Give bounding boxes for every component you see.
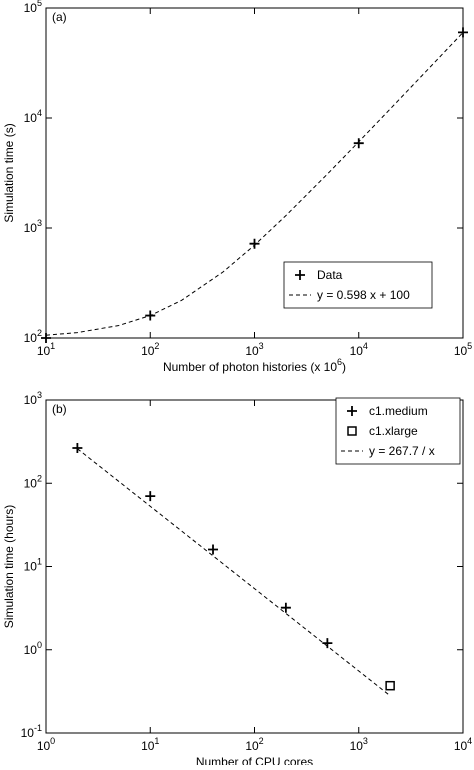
- legend-box: [283, 261, 433, 309]
- marker-plus: [72, 443, 83, 454]
- x-axis-label-text: Number of CPU cores: [196, 755, 313, 765]
- legend-label: y = 0.598 x + 100: [317, 288, 410, 302]
- y-tick-label-base: 10: [24, 476, 38, 490]
- y-tick-label: 102: [24, 328, 42, 345]
- y-tick-label-base: 10: [24, 643, 38, 657]
- x-tick-label: 102: [141, 341, 159, 358]
- x-tick-label-exp: 4: [467, 736, 472, 746]
- legend-label: Data: [317, 268, 343, 282]
- marker-plus: [280, 602, 291, 613]
- x-tick-label-base: 10: [37, 344, 51, 358]
- marker-plus: [458, 27, 468, 38]
- x-axis-label-exp: 6: [337, 357, 342, 367]
- marker-plus: [249, 238, 260, 249]
- x-tick-label-base: 10: [245, 739, 259, 753]
- y-tick-label: 100: [24, 640, 42, 657]
- x-tick-label-base: 10: [141, 739, 155, 753]
- y-tick-label-exp: 3: [37, 218, 42, 228]
- y-tick-label-exp: 1: [37, 557, 42, 567]
- x-axis-label: Number of photon histories (x 106): [163, 357, 346, 374]
- y-tick-label: 103: [24, 218, 42, 235]
- marker-plus: [295, 270, 305, 280]
- y-axis-label: Simulation time (hours): [2, 505, 16, 628]
- panel-label: (b): [52, 402, 67, 416]
- y-tick-label-base: 10: [24, 1, 38, 15]
- x-tick-label: 101: [37, 341, 55, 358]
- x-tick-label-exp: 1: [154, 736, 159, 746]
- x-tick-label: 105: [454, 341, 472, 358]
- x-tick-label-base: 10: [454, 739, 468, 753]
- x-tick-label-base: 10: [245, 344, 259, 358]
- y-tick-label-base: 10: [24, 111, 38, 125]
- y-tick-label: 104: [24, 108, 42, 125]
- y-tick-label-base: 10: [24, 560, 38, 574]
- y-tick-label-exp: 2: [37, 328, 42, 338]
- y-tick-label-base: 10: [24, 331, 38, 345]
- x-tick-label-exp: 3: [259, 341, 264, 351]
- y-tick-label-base: 10: [24, 393, 38, 407]
- x-tick-label-exp: 0: [50, 736, 55, 746]
- fit-line: [45, 32, 464, 336]
- x-tick-label: 102: [245, 736, 263, 753]
- chart: 100 101 102 103 10410-1100101102103(b)Number…: [2, 390, 472, 769]
- x-axis-label: Number of CPU cores: [196, 755, 313, 765]
- x-tick-label: 101: [141, 736, 159, 753]
- x-tick-label-exp: 1: [50, 341, 55, 351]
- y-tick-label-exp: 4: [37, 108, 42, 118]
- y-tick-label-base: 10: [21, 726, 35, 740]
- panel-label: (a): [52, 10, 67, 24]
- y-tick-label: 105: [24, 0, 42, 15]
- x-tick-label-exp: 3: [363, 736, 368, 746]
- x-tick-label-base: 10: [350, 344, 364, 358]
- fit-line: [77, 448, 391, 697]
- y-tick-label-exp: 3: [37, 390, 42, 400]
- x-axis-label-text: Number of photon histories (x 10: [163, 360, 337, 374]
- legend-label: y = 267.7 / x: [369, 444, 435, 458]
- x-tick-label-exp: 2: [259, 736, 264, 746]
- marker-plus: [208, 544, 219, 555]
- marker-square: [385, 680, 395, 691]
- y-tick-label: 103: [24, 390, 42, 407]
- marker-square: [347, 426, 357, 436]
- y-tick-label-base: 10: [24, 221, 38, 235]
- x-tick-label-exp: 2: [154, 341, 159, 351]
- y-tick-label-exp: 5: [37, 0, 42, 8]
- marker-plus: [347, 406, 357, 416]
- legend-label: c1.xlarge: [369, 424, 418, 438]
- x-tick-label: 100: [37, 736, 55, 753]
- y-tick-label: 10-1: [21, 723, 42, 740]
- marker-plus: [145, 491, 156, 502]
- y-tick-label: 102: [24, 473, 42, 490]
- y-axis-label: Simulation time (s): [2, 123, 16, 222]
- x-tick-label: 104: [454, 736, 472, 753]
- x-axis-label-end: ): [342, 360, 346, 374]
- x-tick-label-exp: 5: [467, 341, 472, 351]
- x-tick-label-base: 10: [350, 739, 364, 753]
- marker-plus: [41, 333, 51, 343]
- y-tick-label: 101: [24, 557, 42, 574]
- marker-plus: [353, 138, 364, 149]
- x-tick-label-base: 10: [141, 344, 155, 358]
- y-tick-label-exp: 2: [37, 473, 42, 483]
- x-tick-label-base: 10: [454, 344, 468, 358]
- x-tick-label: 104: [350, 341, 368, 358]
- x-tick-label: 103: [350, 736, 368, 753]
- x-tick-label-exp: 4: [363, 341, 368, 351]
- y-tick-label-exp: -1: [34, 723, 42, 733]
- legend-label: c1.medium: [369, 404, 428, 418]
- x-tick-label-base: 10: [37, 739, 51, 753]
- y-tick-label-exp: 0: [37, 640, 42, 650]
- x-tick-label: 103: [245, 341, 263, 358]
